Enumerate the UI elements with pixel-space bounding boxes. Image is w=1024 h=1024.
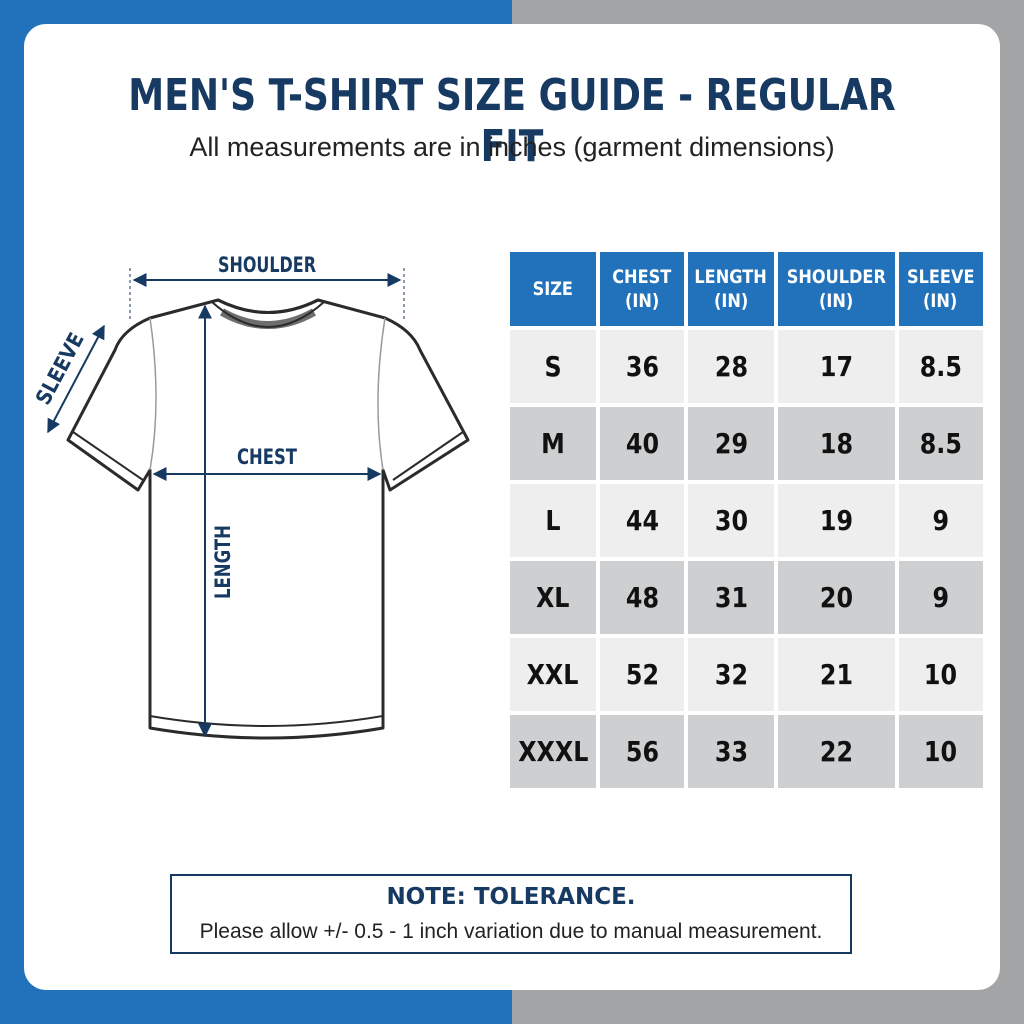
tshirt-outline [66,298,470,740]
table-row: L 44 30 19 9 [510,484,983,557]
size-cell: M [510,407,596,480]
page-title: MEN'S T-SHIRT SIZE GUIDE - REGULAR FIT [128,70,896,172]
header-length: LENGTH (IN) [688,252,774,326]
chest-cell: 56 [600,715,684,788]
note-text: Please allow +/- 0.5 - 1 inch variation … [199,920,823,943]
size-cell: XXXL [510,715,596,788]
shoulder-label: SHOULDER [218,253,316,277]
sleeve-cell: 9 [898,484,983,557]
shoulder-cell: 19 [778,484,895,557]
tolerance-note: NOTE: TOLERANCE. Please allow +/- 0.5 - … [170,874,852,954]
length-cell: 29 [688,407,774,480]
header-shoulder: SHOULDER (IN) [778,252,895,326]
chest-cell: 44 [600,484,684,557]
length-cell: 33 [688,715,774,788]
length-cell: 32 [688,638,774,711]
sleeve-cell: 9 [898,561,983,634]
length-label: LENGTH [211,525,235,599]
chest-cell: 40 [600,407,684,480]
header-sleeve: SLEEVE (IN) [898,252,983,326]
header-chest: CHEST (IN) [600,252,684,326]
length-cell: 30 [688,484,774,557]
shoulder-cell: 18 [778,407,895,480]
sleeve-cell: 10 [898,715,983,788]
sleeve-label: SLEEVE [31,329,89,409]
table-row: XXL 52 32 21 10 [510,638,983,711]
chest-cell: 48 [600,561,684,634]
shoulder-dimension: SHOULDER [129,253,405,320]
shoulder-cell: 17 [778,330,895,403]
shoulder-cell: 21 [778,638,895,711]
table-row: S 36 28 17 8.5 [510,330,983,403]
size-chart-table: SIZE CHEST (IN) LENGTH (IN) SHOULDER (IN) S… [506,248,987,792]
size-cell: S [510,330,596,403]
table-row: M 40 29 18 8.5 [510,407,983,480]
chest-label: CHEST [237,445,298,469]
sleeve-cell: 10 [898,638,983,711]
table-row: XL 48 31 20 9 [510,561,983,634]
sleeve-cell: 8.5 [898,330,983,403]
size-cell: XL [510,561,596,634]
table-row: XXXL 56 33 22 10 [510,715,983,788]
shoulder-cell: 22 [778,715,895,788]
chest-cell: 52 [600,638,684,711]
table-header-row: SIZE CHEST (IN) LENGTH (IN) SHOULDER (IN) S… [510,252,983,326]
length-dimension: LENGTH [198,304,235,738]
chest-dimension: CHEST [152,445,382,481]
chest-cell: 36 [600,330,684,403]
note-title: NOTE: TOLERANCE. [386,884,636,910]
sleeve-cell: 8.5 [898,407,983,480]
page-subtitle: All measurements are in inches (garment … [189,132,835,162]
shoulder-cell: 20 [778,561,895,634]
tshirt-diagram: SHOULDER SLEEVE CHEST LENGTH [31,253,470,740]
header-size: SIZE [510,252,596,326]
length-cell: 28 [688,330,774,403]
size-cell: L [510,484,596,557]
size-cell: XXL [510,638,596,711]
length-cell: 31 [688,561,774,634]
